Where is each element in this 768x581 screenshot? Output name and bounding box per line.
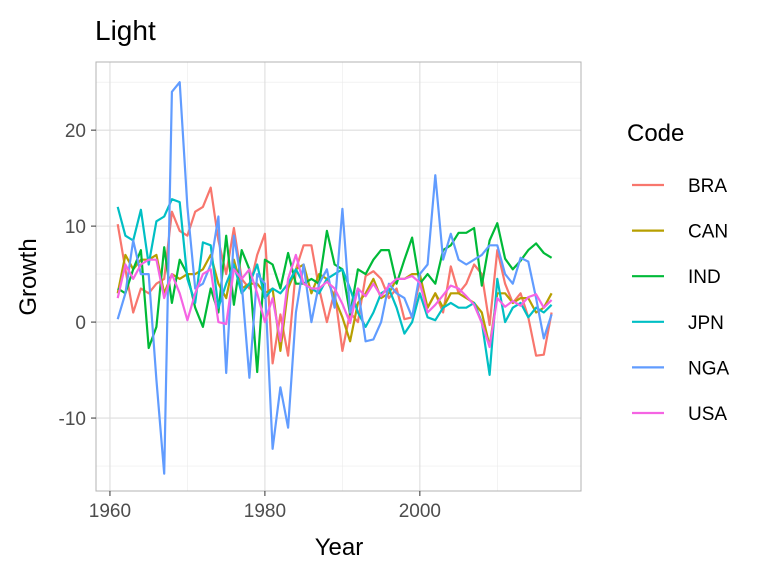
plot-panel-border [95, 61, 582, 492]
legend-label-bra: BRA [688, 176, 727, 197]
legend-label-nga: NGA [688, 358, 730, 379]
legend-label-ind: IND [688, 267, 721, 288]
x-tick-label: 1980 [244, 501, 286, 522]
series-line-nga [116, 81, 553, 475]
series-line-usa [116, 253, 553, 349]
chart-title: Light [95, 15, 156, 46]
x-tick-label: 2000 [399, 501, 441, 522]
x-tick-label: 1960 [89, 501, 131, 522]
legend-label-usa: USA [688, 404, 727, 425]
series-lines [116, 81, 553, 475]
y-tick-label: 0 [75, 313, 86, 334]
y-tick-label: 20 [65, 121, 86, 142]
y-tick-label: -10 [59, 409, 86, 430]
legend-label-jpn: JPN [688, 313, 724, 334]
legend-label-can: CAN [688, 222, 728, 243]
legend: Code BRA CAN IND JPN NGA USA [627, 120, 730, 425]
y-axis-label: Growth [15, 238, 42, 315]
axis-ticks: 1960 1980 2000 -10 0 10 20 [59, 121, 441, 522]
x-axis-label: Year [315, 534, 364, 561]
legend-title: Code [627, 120, 684, 147]
y-tick-label: 10 [65, 217, 86, 238]
